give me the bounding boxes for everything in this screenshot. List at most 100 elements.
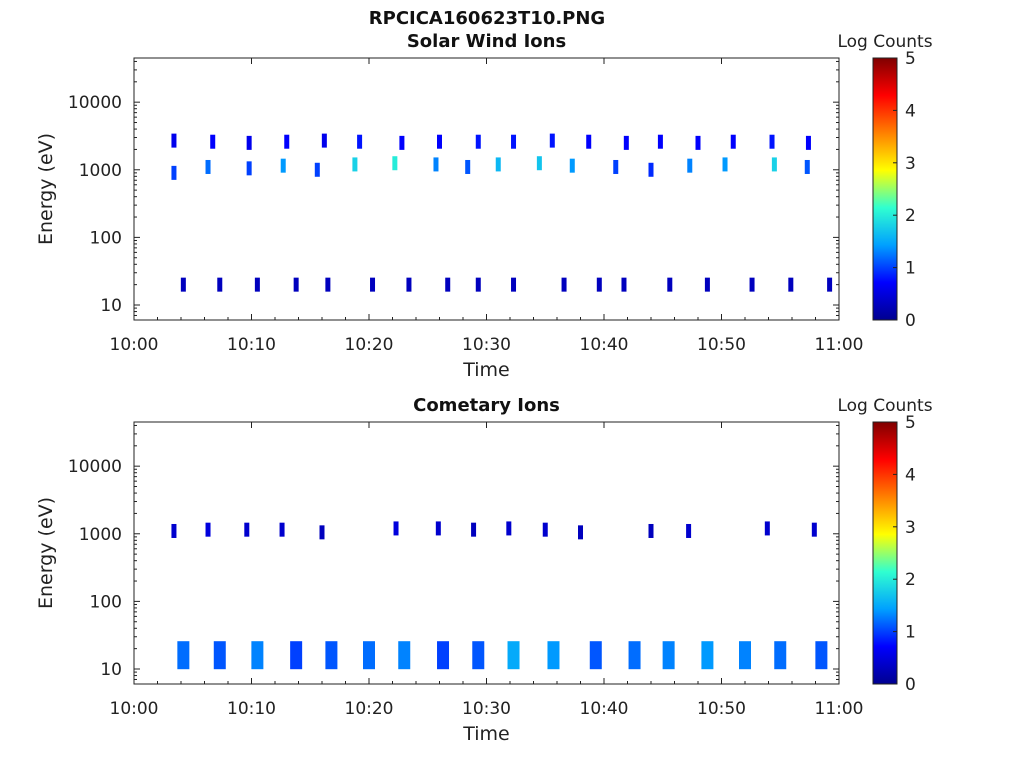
y-tick-label: 1000 [79,161,122,181]
data-bin [217,277,223,292]
data-bin [722,157,728,172]
data-bin [536,156,542,171]
y-axis-label: Energy (eV) [35,133,57,245]
data-bin [549,133,555,148]
data-bin [279,522,285,537]
data-bin [251,641,264,670]
data-bin [177,641,190,670]
x-tick-label: 10:30 [462,699,511,719]
data-bin [370,277,376,292]
x-tick-label: 10:40 [580,335,629,355]
x-tick-label: 10:10 [227,699,276,719]
colorbar-tick-label: 5 [905,413,916,433]
colorbar-tick-label: 4 [905,101,916,121]
data-bin [246,161,252,176]
data-bin [437,134,442,149]
x-tick-label: 11:00 [815,335,864,355]
y-tick-label: 10 [100,296,122,316]
data-bin [290,641,303,670]
data-bin [704,277,710,292]
data-bin [475,134,481,149]
data-bin [805,135,811,150]
plot-area [133,57,840,321]
data-bin [284,134,290,149]
colorbar-tick-label: 5 [905,49,916,69]
figure-title: RPCICA160623T10.PNG [368,8,606,29]
colorbar-tick-label: 2 [905,206,916,226]
colorbar-label: Log Counts [837,32,932,52]
x-axis-label: Time [462,723,510,745]
y-tick-label: 100 [90,592,122,612]
data-bin [511,134,517,149]
data-bin [788,277,794,292]
data-bin [325,641,338,670]
data-bin [254,277,260,292]
data-bin [475,277,481,292]
cometary-ions-spectrogram: 10:00 10:10 10:20 10:30 10:40 10:50 11:0010100… [35,396,933,745]
data-bin [561,277,567,292]
x-tick-label: 10:10 [227,335,276,355]
colorbar-tick-label: 4 [905,465,916,485]
solar-wind-spectrogram: 10:00 10:10 10:20 10:30 10:40 10:50 11:0010100… [35,32,933,381]
data-bin [171,133,177,148]
data-bin [363,641,375,670]
data-bin [730,134,736,149]
data-bin [314,162,320,177]
data-bin [687,158,693,173]
data-bin [511,277,517,292]
x-tick-label: 11:00 [815,699,864,719]
data-bin [686,523,692,538]
data-bin [569,158,575,173]
data-bin [205,522,211,537]
data-bin [657,134,663,149]
colorbar [872,57,898,321]
data-bin [393,521,399,536]
data-bin [827,277,833,292]
data-bin [495,157,501,172]
data-bin [542,522,548,537]
data-bin [771,157,777,172]
data-bin [205,159,211,174]
data-bin [398,641,411,670]
data-bin [465,159,471,174]
data-bin [764,521,770,536]
data-bin [621,277,627,292]
plot-area [133,421,840,685]
data-bin [435,521,441,536]
colorbar-tick-label: 1 [905,623,916,643]
data-bin [325,277,331,292]
data-bin [471,522,477,537]
x-tick-label: 10:50 [697,335,746,355]
data-bin [171,165,177,180]
data-bin [667,277,673,292]
data-bin [357,134,363,149]
data-bin [180,277,186,292]
y-axis-label: Energy (eV) [35,497,57,609]
data-bin [399,135,405,150]
data-bin [246,135,252,150]
data-bin [804,159,810,174]
x-tick-label: 10:30 [462,335,511,355]
data-bin [589,641,602,670]
data-bin [433,157,439,172]
colorbar-tick-label: 3 [905,518,916,538]
data-bin [662,641,675,670]
y-tick-label: 100 [90,228,122,248]
data-bin [171,523,177,538]
data-bin [506,521,512,536]
data-bin [815,641,828,670]
colorbar-tick-label: 1 [905,259,916,279]
y-tick-label: 1000 [79,525,122,545]
data-bin [623,135,629,150]
panel2-title: Cometary Ions [413,395,560,416]
data-bin [244,522,250,537]
x-tick-label: 10:40 [580,699,629,719]
data-bin [811,522,817,537]
x-tick-label: 10:50 [697,699,746,719]
data-bin [321,133,327,148]
data-bin [280,158,286,173]
data-bin [613,159,619,174]
colorbar-tick-label: 3 [905,154,916,174]
colorbar-tick-label: 0 [905,311,916,331]
colorbar-tick-label: 0 [905,675,916,695]
